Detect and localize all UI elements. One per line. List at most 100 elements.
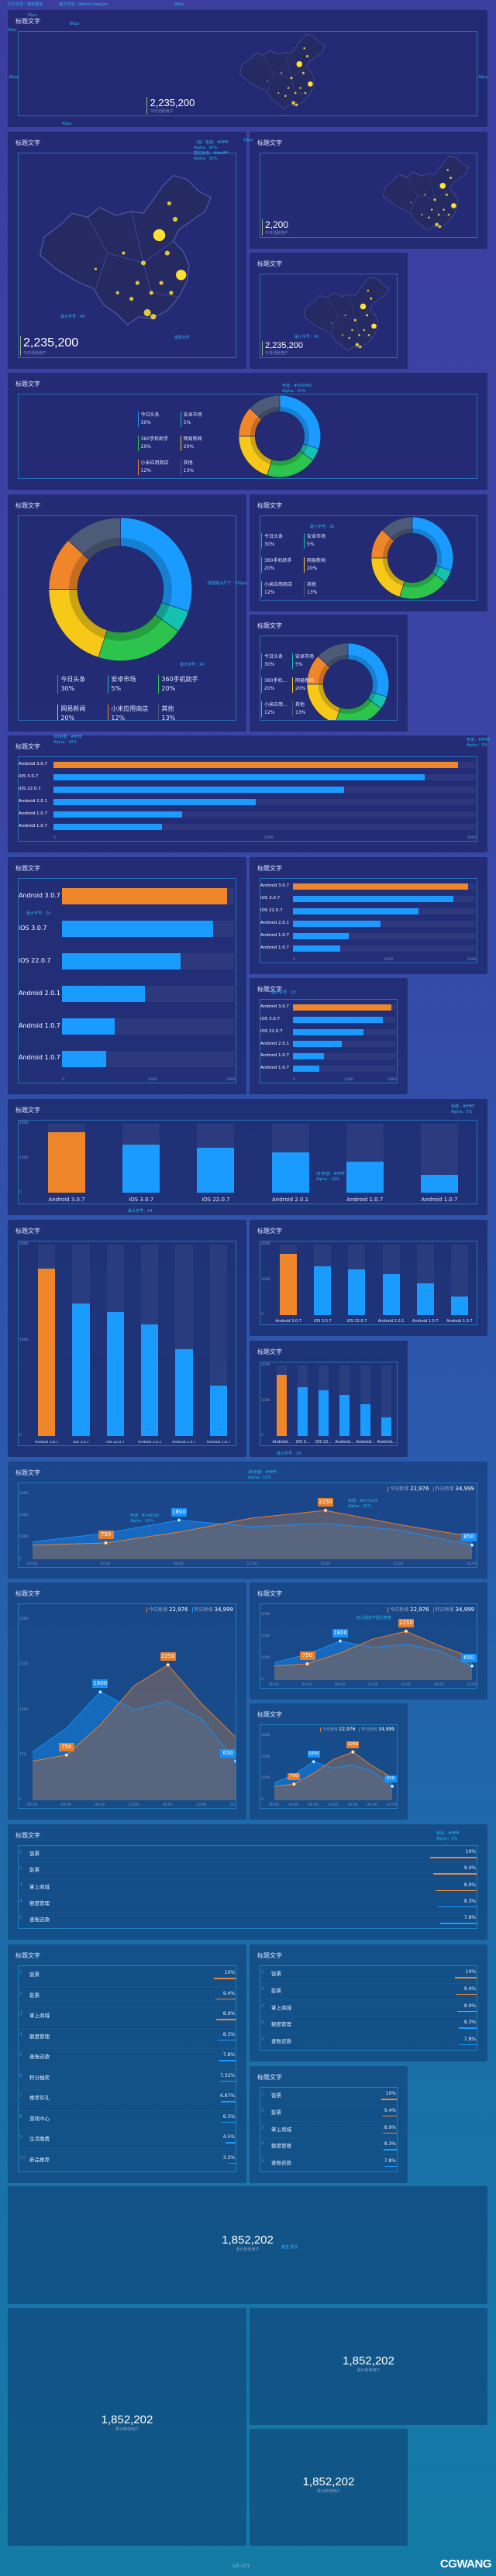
ranking-row: 3 掌上商城 8.9% [19,2007,236,2029]
card-title: 标题文字 [16,139,40,146]
footer-logo: ui-cn [232,2562,250,2570]
bar-category-label: Android 1.0.7 [260,1066,290,1071]
data-label: 650 [384,1775,397,1783]
axis-tick-label: 0 [261,1313,264,1317]
legend-name: 360手机助手 [161,675,198,683]
rank-percent: 10% [385,2091,396,2097]
stat-value: 1,852,202 [222,2233,274,2247]
bar [62,921,214,938]
rank-bar [220,2101,236,2102]
rank-percent: 9.4% [463,1865,476,1872]
spec-annotation: 色值：#e77e29 Alpha：30% [348,1499,378,1509]
legend-name: 昨日新增 [435,1607,456,1613]
axis-tick-label: 3000 [261,1613,270,1617]
city-dot [353,319,356,322]
line-card-small: 标题文字 0 1000 2000 3000 00:00 04:00 08:00 12:00 16:… [250,1703,408,1820]
axis-tick-label: 0 [19,1190,22,1194]
city-dot [449,176,452,180]
column-bar [122,1145,160,1193]
column-bar [420,1174,458,1193]
axis-tick-label: 0 [62,1078,64,1082]
data-point [177,1518,181,1523]
column-category-label: iOS 3.0.7 [73,1441,89,1445]
donut-card-full: 标题文字 今日头条 30% 安卓市场 5% 360手机助手 20% 网易新闻 20% 小米应用商店… [8,373,487,490]
axis-tick-label: 16:00 [320,1562,330,1566]
legend-item: 小米应用商店 12% [137,459,169,475]
rank-name: 额度管理 [271,2021,291,2028]
data-point [64,1753,69,1758]
spec-annotation: （蓝）色值：#ffffff Alpha：30% 描边色值：#bbdfff Alp… [194,140,229,161]
donut-segment [371,557,405,598]
data-point [291,1782,296,1786]
legend-item: 网易新闻 20% [292,677,314,693]
city-dot [360,303,367,310]
column-category-label: iOS 3.0.7 [129,1197,154,1203]
spec-annotation: 最大字号：24 [180,663,205,667]
column-bar [48,1132,86,1193]
rank-bar [381,2099,397,2100]
legend-name: 今日头条 [60,675,86,683]
axis-tick-label: 0 [261,1434,264,1438]
rank-number: 8 [19,2113,22,2120]
city-dot [129,297,134,301]
spec-annotation: 色值：#ffffff Alpha：5% [451,1104,474,1114]
city-dot [427,216,430,219]
bar-category-label: Android 2.0.1 [19,799,48,804]
rank-name: 影票 [29,1867,40,1874]
spec-annotation: 40px [478,75,488,80]
legend-name: 安卓市场 [307,533,326,539]
hbar-card-large: 标题文字 Android 3.0.7 iOS 3.0.7 iOS 22.0.7 Andr… [8,857,246,1094]
city-dot [301,71,305,74]
rank-name: 推荐有礼 [29,2095,50,2102]
rank-number: 6 [19,2072,22,2078]
bar-category-label: Android 1.0.7 [260,945,290,951]
city-dot [433,198,436,201]
legend-pct: 5% [307,541,315,547]
legend-pct: 30% [140,419,151,425]
legend-item: 今日新增 22,976 [146,1607,188,1613]
hainan-island [347,353,351,355]
card-title: 标题文字 [257,622,282,629]
rank-percent: 8.9% [463,1882,476,1888]
city-dot [446,168,449,171]
legend-name: 今日头条 [264,653,284,659]
donut-segment-inner-shade [299,443,308,454]
spec-annotation: 30px [7,28,17,33]
city-dot [281,72,283,74]
legend-name: 今日新增 [149,1607,170,1613]
rank-name: 掌上商城 [29,2013,50,2020]
spec-annotation: 标注最高不超过表格 [356,1616,392,1620]
legend-name: 网易新闻 [307,557,326,563]
legend-total: 34,999 [378,1727,394,1732]
legend-pct: 5% [183,419,191,425]
axis-tick-label: 24:00 [467,1683,477,1687]
bar-track [293,933,475,939]
column-category-label: Android 1.0.7 [421,1197,458,1203]
rank-percent: 10% [465,1969,476,1975]
donut-segment [238,436,273,476]
legend-total: 22,976 [169,1607,188,1613]
card-title: 标题文字 [16,743,40,750]
column-category-label: Android 1.0.7 [446,1319,473,1324]
bar-category-label: Android 2.0.1 [260,921,290,926]
rank-name: 掌上商城 [271,2004,291,2011]
rank-percent: 10% [465,1849,476,1855]
map-label: 今日活跃用户 [23,351,47,356]
rank-number: 3 [19,2011,22,2017]
column-bar [360,1403,371,1436]
rank-name: 新品推荐 [29,2156,50,2163]
stat-value: 1,852,202 [343,2354,394,2368]
legend-pct: 5% [295,661,303,667]
font-note-en: 英文字体：Roboto Regular [59,2,108,7]
axis-tick-label: 750 [19,1752,26,1757]
axis-tick-label: 1000 [261,1656,270,1660]
city-dot [443,208,445,211]
data-label: 1800 [92,1679,108,1689]
donut-frame: 今日头条 30% 安卓市场 5% 360手机... 20% 网易新闻 20% 小米应用... 12… [260,635,398,721]
axis-tick-label: 3000 [19,1617,29,1621]
legend-total: 22,976 [339,1727,356,1732]
rank-percent: 7.8% [463,1915,476,1921]
stat-card-large: 1,852,202 累计新增用户 [8,2308,246,2546]
ranking-row: 3 掌上商城 8.9% [19,1879,477,1896]
legend-pct: 30% [60,684,75,692]
